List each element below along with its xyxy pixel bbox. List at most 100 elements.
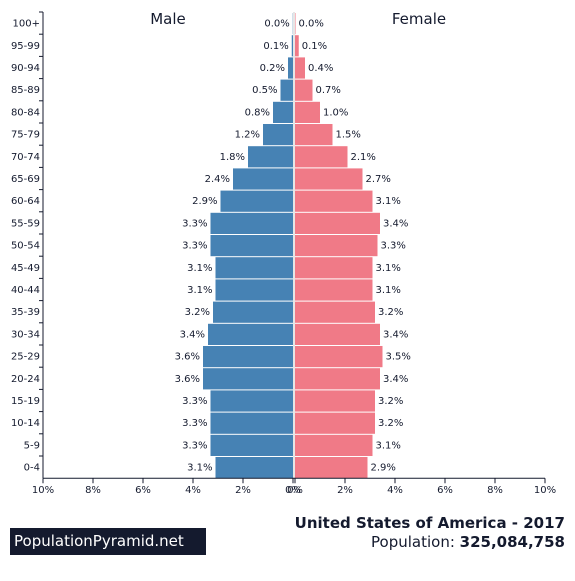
data-label-female: 3.1% [376,196,401,207]
age-group-label: 45-49 [11,263,40,274]
age-group-label: 60-64 [11,196,40,207]
bar-male [213,301,293,323]
bar-female [295,412,375,434]
data-label-female: 3.4% [383,218,408,229]
x-tick-label-left: 10% [32,485,54,496]
age-group-label: 25-29 [11,352,40,363]
bar-male [203,368,293,390]
age-group-label: 40-44 [11,285,40,296]
bar-female [295,13,296,35]
data-label-male: 3.1% [187,463,212,474]
series-title-female: Female [392,10,446,28]
data-label-male: 2.9% [192,196,217,207]
brand-logo[interactable]: PopulationPyramid.net [10,528,206,555]
data-label-female: 3.1% [376,285,401,296]
age-group-label: 70-74 [11,152,40,163]
data-label-female: 2.1% [351,152,376,163]
bar-female [295,434,373,456]
age-group-label: 65-69 [11,174,40,185]
x-tick-label-right: 0% [287,485,303,496]
bar-male [215,279,293,301]
x-tick-label-left: 0% [285,485,301,496]
x-tick-label-left: 4% [185,485,201,496]
data-label-female: 1.5% [336,130,361,141]
age-group-label: 30-34 [11,329,40,340]
bar-female [295,101,320,123]
x-tick-label-right: 8% [487,485,503,496]
data-label-female: 1.0% [323,107,348,118]
data-label-male: 3.6% [175,352,200,363]
data-label-female: 2.7% [366,174,391,185]
data-label-female: 2.9% [371,463,396,474]
data-label-female: 0.1% [302,41,327,52]
age-group-label: 55-59 [11,218,40,229]
x-tick-label-left: 6% [135,485,151,496]
data-label-male: 3.3% [182,241,207,252]
age-group-label: 85-89 [11,85,40,96]
bar-male [291,35,293,57]
data-label-female: 0.0% [299,19,324,30]
bar-male [248,146,293,168]
axes-layer [39,11,546,484]
population-line: Population: 325,084,758 [371,533,565,551]
bar-male [210,434,293,456]
bar-female [295,301,375,323]
bar-female [295,346,383,368]
data-label-female: 3.2% [378,418,403,429]
bar-male [233,168,293,190]
data-label-male: 0.2% [260,63,285,74]
age-group-label: 10-14 [11,418,40,429]
bar-male [215,457,293,479]
data-label-male: 3.3% [182,218,207,229]
population-value: 325,084,758 [459,533,565,551]
age-group-label: 80-84 [11,107,40,118]
data-label-female: 3.2% [378,307,403,318]
data-label-male: 3.1% [187,263,212,274]
series-title-male: Male [150,10,186,28]
bar-female [295,457,368,479]
bar-female [295,168,363,190]
age-group-label: 50-54 [11,241,40,252]
data-label-male: 3.1% [187,285,212,296]
bar-male [273,101,293,123]
bar-male [263,124,293,146]
data-label-male: 1.8% [220,152,245,163]
x-tick-label-left: 8% [85,485,101,496]
data-label-female: 3.4% [383,329,408,340]
x-tick-label-right: 2% [337,485,353,496]
x-tick-label-left: 2% [235,485,251,496]
bar-female [295,390,375,412]
bar-female [295,368,380,390]
data-label-male: 3.3% [182,396,207,407]
data-label-male: 3.3% [182,440,207,451]
population-label: Population: [371,533,460,551]
data-label-female: 3.5% [386,352,411,363]
data-label-male: 2.4% [205,174,230,185]
bar-female [295,57,305,79]
x-tick-label-right: 4% [387,485,403,496]
data-label-male: 3.3% [182,418,207,429]
data-label-female: 3.2% [378,396,403,407]
data-label-female: 0.7% [316,85,341,96]
bar-male [215,257,293,279]
age-group-label: 0-4 [24,463,40,474]
x-tick-label-right: 6% [437,485,453,496]
bar-male [210,212,293,234]
bar-female [295,190,373,212]
data-label-female: 3.1% [376,263,401,274]
bar-female [295,257,373,279]
bar-male [210,412,293,434]
x-tick-label-right: 10% [534,485,556,496]
age-group-label: 100+ [13,19,40,30]
data-label-female: 0.4% [308,63,333,74]
age-group-label: 15-19 [11,396,40,407]
data-label-male: 0.1% [263,41,288,52]
age-group-label: 95-99 [11,41,40,52]
bar-male [288,57,293,79]
bar-male [220,190,293,212]
bar-female [295,212,380,234]
bar-female [295,279,373,301]
bar-male [208,323,293,345]
data-label-female: 3.3% [381,241,406,252]
bar-female [295,235,378,257]
